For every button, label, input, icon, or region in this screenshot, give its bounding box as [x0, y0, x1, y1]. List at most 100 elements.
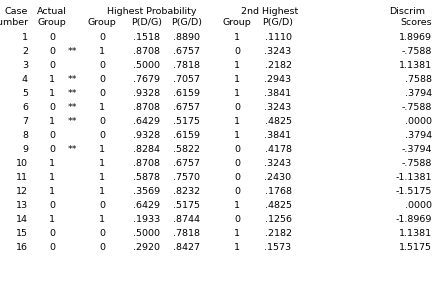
- Text: .6757: .6757: [173, 103, 201, 112]
- Text: 0: 0: [49, 243, 55, 252]
- Text: 0: 0: [49, 103, 55, 112]
- Text: .7057: .7057: [173, 75, 201, 84]
- Text: 1: 1: [234, 243, 240, 252]
- Text: .6757: .6757: [173, 47, 201, 56]
- Text: 14: 14: [16, 215, 28, 224]
- Text: 0: 0: [99, 75, 105, 84]
- Text: 0: 0: [49, 201, 55, 210]
- Text: 1: 1: [234, 61, 240, 70]
- Text: 1: 1: [234, 229, 240, 238]
- Text: .2430: .2430: [264, 173, 292, 182]
- Text: 1.5175: 1.5175: [399, 243, 432, 252]
- Text: 0: 0: [234, 215, 240, 224]
- Text: .4825: .4825: [264, 117, 291, 126]
- Text: 4: 4: [22, 75, 28, 84]
- Text: Discrim: Discrim: [389, 7, 425, 16]
- Text: -.7588: -.7588: [402, 103, 432, 112]
- Text: .3243: .3243: [264, 47, 292, 56]
- Text: 9: 9: [22, 145, 28, 154]
- Text: 1: 1: [99, 103, 105, 112]
- Text: .2182: .2182: [264, 229, 291, 238]
- Text: **: **: [67, 117, 77, 126]
- Text: 5: 5: [22, 89, 28, 98]
- Text: 1: 1: [234, 117, 240, 126]
- Text: .9328: .9328: [133, 89, 161, 98]
- Text: 0: 0: [99, 33, 105, 42]
- Text: 1.8969: 1.8969: [399, 33, 432, 42]
- Text: 1: 1: [234, 75, 240, 84]
- Text: .5878: .5878: [133, 173, 161, 182]
- Text: 1: 1: [234, 89, 240, 98]
- Text: 1: 1: [49, 187, 55, 196]
- Text: 1: 1: [99, 173, 105, 182]
- Text: 0: 0: [49, 131, 55, 140]
- Text: 0: 0: [99, 89, 105, 98]
- Text: Actual: Actual: [37, 7, 67, 16]
- Text: Highest Probability: Highest Probability: [107, 7, 197, 16]
- Text: 7: 7: [22, 117, 28, 126]
- Text: 0: 0: [99, 229, 105, 238]
- Text: .3794: .3794: [405, 131, 432, 140]
- Text: 1: 1: [234, 131, 240, 140]
- Text: 0: 0: [234, 47, 240, 56]
- Text: .1933: .1933: [133, 215, 161, 224]
- Text: .3794: .3794: [405, 89, 432, 98]
- Text: -.7588: -.7588: [402, 47, 432, 56]
- Text: .8232: .8232: [173, 187, 201, 196]
- Text: .7818: .7818: [173, 229, 201, 238]
- Text: .3841: .3841: [264, 89, 292, 98]
- Text: .2920: .2920: [133, 243, 161, 252]
- Text: .1256: .1256: [264, 215, 291, 224]
- Text: 1: 1: [99, 145, 105, 154]
- Text: .3841: .3841: [264, 131, 292, 140]
- Text: **: **: [67, 145, 77, 154]
- Text: .9328: .9328: [133, 131, 161, 140]
- Text: **: **: [67, 75, 77, 84]
- Text: 10: 10: [16, 159, 28, 168]
- Text: 0: 0: [99, 243, 105, 252]
- Text: 1: 1: [49, 173, 55, 182]
- Text: .0000: .0000: [405, 117, 432, 126]
- Text: .8427: .8427: [173, 243, 201, 252]
- Text: Number: Number: [0, 18, 28, 27]
- Text: .1768: .1768: [264, 187, 291, 196]
- Text: .8890: .8890: [173, 33, 201, 42]
- Text: .5000: .5000: [133, 229, 161, 238]
- Text: 0: 0: [49, 61, 55, 70]
- Text: .5175: .5175: [173, 201, 201, 210]
- Text: .1573: .1573: [264, 243, 292, 252]
- Text: 1: 1: [99, 47, 105, 56]
- Text: .5822: .5822: [173, 145, 201, 154]
- Text: 2: 2: [22, 47, 28, 56]
- Text: .3243: .3243: [264, 103, 292, 112]
- Text: .6159: .6159: [173, 89, 201, 98]
- Text: 6: 6: [22, 103, 28, 112]
- Text: 3: 3: [22, 61, 28, 70]
- Text: .8708: .8708: [133, 159, 161, 168]
- Text: P(G/D): P(G/D): [172, 18, 202, 27]
- Text: 2nd Highest: 2nd Highest: [242, 7, 299, 16]
- Text: -1.8969: -1.8969: [396, 215, 432, 224]
- Text: 0: 0: [49, 47, 55, 56]
- Text: Group: Group: [88, 18, 116, 27]
- Text: -.7588: -.7588: [402, 159, 432, 168]
- Text: 0: 0: [49, 229, 55, 238]
- Text: **: **: [67, 89, 77, 98]
- Text: 1: 1: [99, 215, 105, 224]
- Text: 1: 1: [49, 75, 55, 84]
- Text: .1518: .1518: [133, 33, 161, 42]
- Text: 16: 16: [16, 243, 28, 252]
- Text: 1: 1: [49, 215, 55, 224]
- Text: 1: 1: [234, 33, 240, 42]
- Text: P(D/G): P(D/G): [132, 18, 162, 27]
- Text: Group: Group: [223, 18, 251, 27]
- Text: 1: 1: [99, 159, 105, 168]
- Text: 11: 11: [16, 173, 28, 182]
- Text: -1.1381: -1.1381: [396, 173, 432, 182]
- Text: .3243: .3243: [264, 159, 292, 168]
- Text: 12: 12: [16, 187, 28, 196]
- Text: 1.1381: 1.1381: [399, 229, 432, 238]
- Text: Case: Case: [5, 7, 28, 16]
- Text: .8708: .8708: [133, 47, 161, 56]
- Text: 13: 13: [16, 201, 28, 210]
